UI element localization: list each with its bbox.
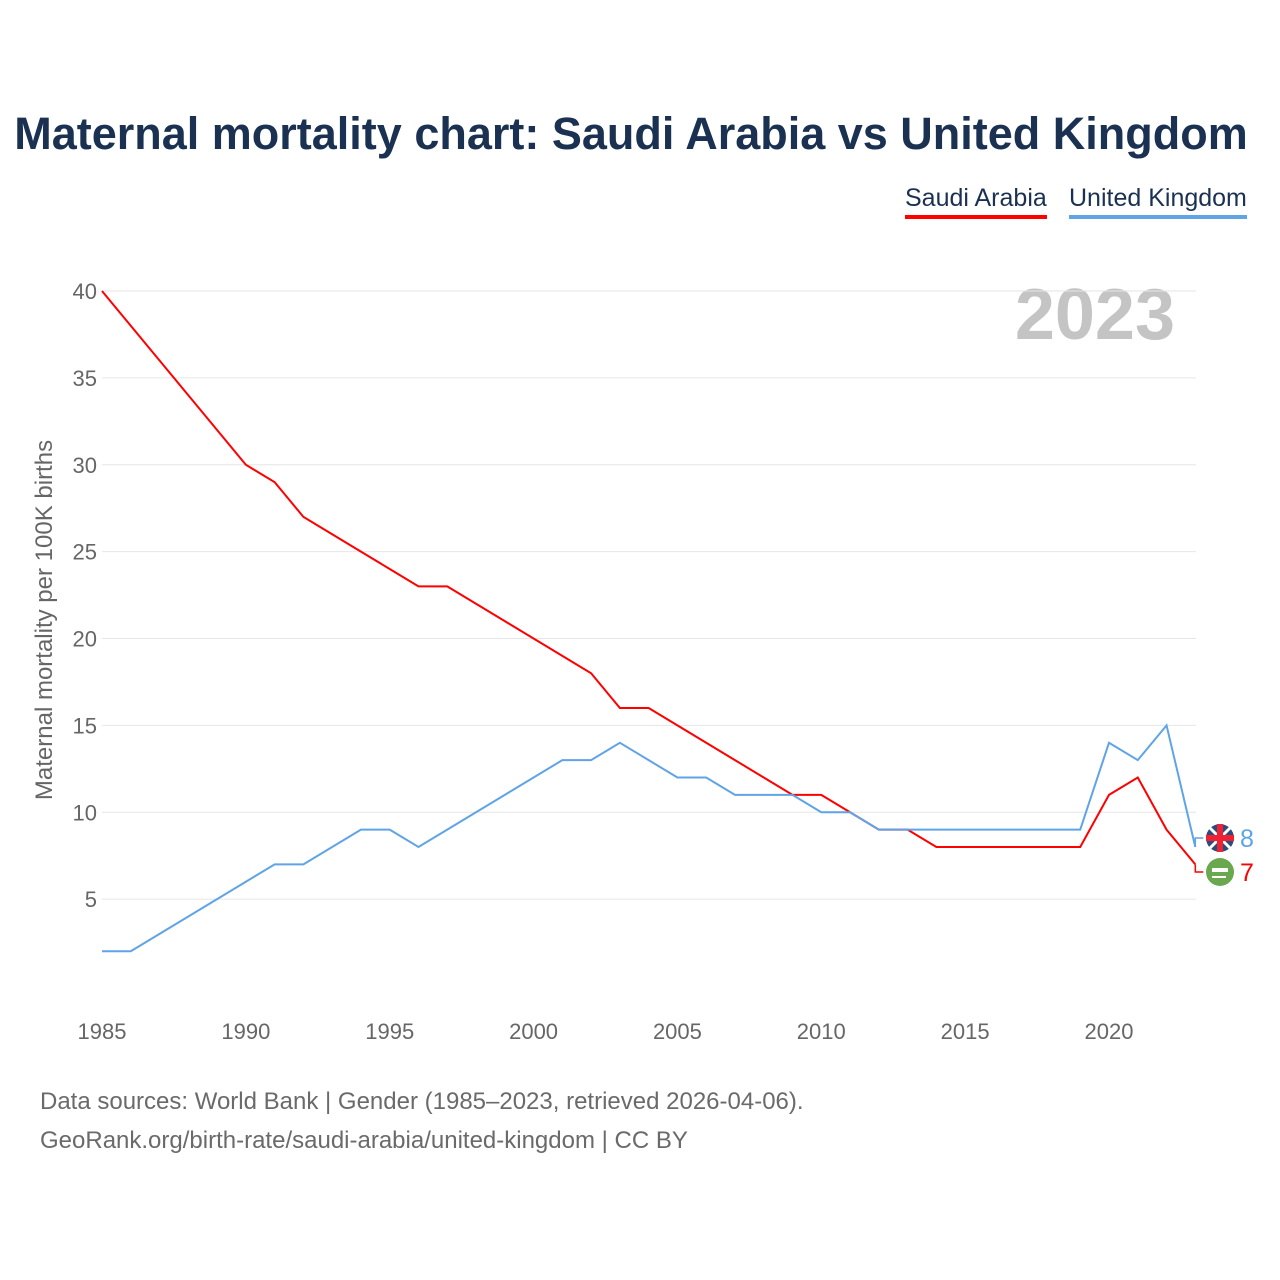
x-tick-label: 1985 bbox=[78, 1019, 127, 1044]
y-tick-label: 20 bbox=[73, 627, 97, 652]
end-connector bbox=[1194, 864, 1204, 873]
x-tick-label: 1995 bbox=[365, 1019, 414, 1044]
y-tick-label: 40 bbox=[73, 279, 97, 304]
x-tick-label: 2005 bbox=[653, 1019, 702, 1044]
y-tick-label: 30 bbox=[73, 453, 97, 478]
y-tick-label: 10 bbox=[73, 800, 97, 825]
legend-united-kingdom[interactable]: United Kingdom bbox=[1069, 184, 1247, 219]
x-tick-label: 2000 bbox=[509, 1019, 558, 1044]
uk-flag-icon bbox=[1206, 824, 1234, 852]
series-line-united-kingdom bbox=[102, 723, 1197, 953]
x-tick-label: 2020 bbox=[1085, 1019, 1134, 1044]
x-tick-label: 1990 bbox=[221, 1019, 270, 1044]
year-watermark: 2023 bbox=[1015, 275, 1175, 355]
y-axis-label: Maternal mortality per 100K births bbox=[31, 440, 58, 800]
saudi-arabia-flag-icon bbox=[1206, 858, 1234, 886]
x-tick-label: 2015 bbox=[941, 1019, 990, 1044]
series-line-saudi-arabia bbox=[101, 290, 1197, 866]
data-source-note: Data sources: World Bank | Gender (1985–… bbox=[40, 1088, 804, 1115]
y-tick-label: 25 bbox=[73, 540, 97, 565]
y-tick-label: 35 bbox=[73, 366, 97, 391]
legend-saudi-arabia[interactable]: Saudi Arabia bbox=[905, 184, 1047, 219]
y-tick-label: 5 bbox=[85, 887, 97, 912]
chart-title: Maternal mortality chart: Saudi Arabia v… bbox=[14, 108, 1248, 159]
source-url[interactable]: GeoRank.org/birth-rate/saudi-arabia/unit… bbox=[40, 1127, 688, 1154]
end-connector bbox=[1194, 837, 1204, 847]
end-value-label: 7 bbox=[1240, 859, 1254, 887]
x-tick-label: 2010 bbox=[797, 1019, 846, 1044]
end-value-label: 8 bbox=[1240, 825, 1254, 853]
y-tick-label: 15 bbox=[73, 713, 97, 738]
